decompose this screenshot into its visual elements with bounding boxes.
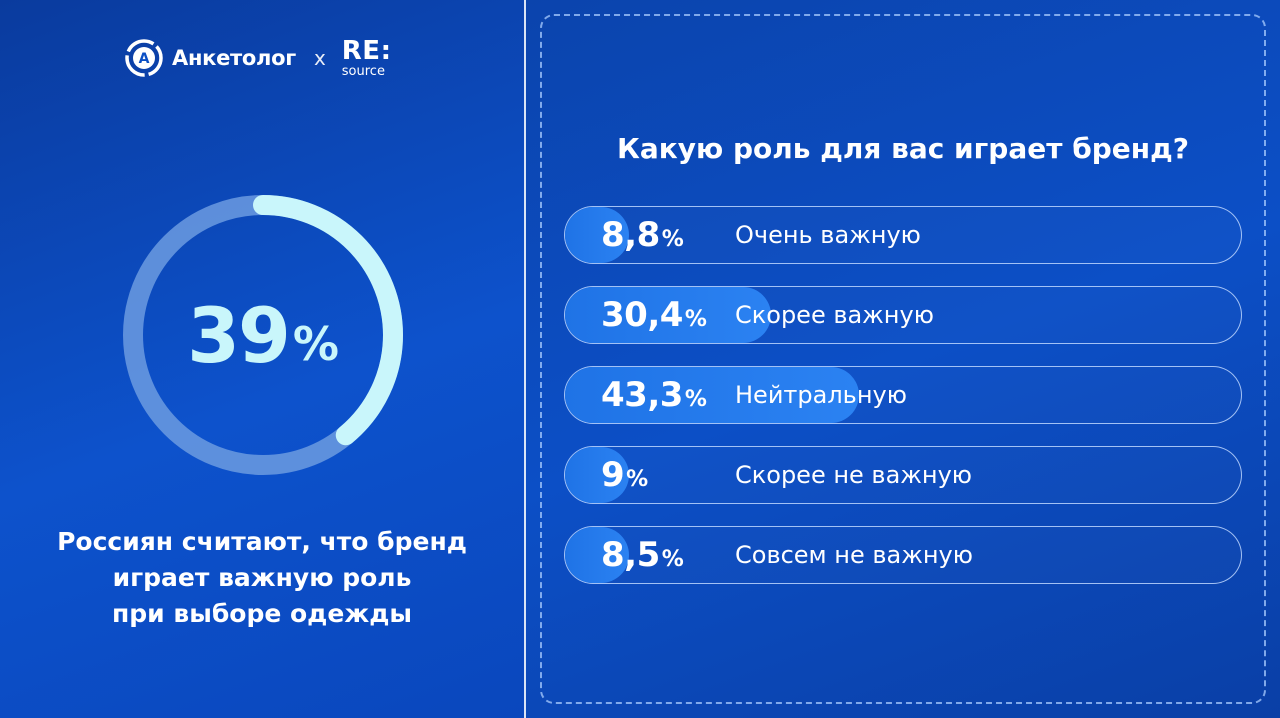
chart-title: Какую роль для вас играет бренд?	[617, 132, 1189, 165]
brand-separator: x	[313, 46, 326, 70]
bar-row: 30,4% Скорее важную	[564, 286, 1242, 344]
bar-value-percent-sign: %	[661, 226, 684, 252]
bar-category-label: Совсем не важную	[735, 541, 973, 569]
left-panel	[0, 0, 524, 718]
bar-value-number: 30,4	[601, 295, 683, 335]
bar-value-label: 43,3%	[601, 367, 707, 423]
bar-value-label: 30,4%	[601, 287, 707, 343]
caption-line: играет важную роль	[112, 563, 412, 592]
svg-text:A: A	[139, 51, 150, 67]
bar-value-percent-sign: %	[684, 386, 707, 412]
resource-logo: RE: source	[342, 38, 392, 78]
bar-fill	[565, 207, 629, 263]
bar-category-label: Скорее не важную	[735, 461, 972, 489]
bar-category-label: Скорее важную	[735, 301, 934, 329]
brand-name: Анкетолог	[172, 46, 296, 70]
bar-value-number: 43,3	[601, 375, 683, 415]
bar-fill	[565, 447, 629, 503]
caption-line: при выборе одежды	[112, 599, 412, 628]
bar-value-number: 9	[601, 455, 625, 495]
bar-value-number: 8,5	[601, 535, 660, 575]
donut-value: 39 %	[114, 186, 412, 484]
bar-value-percent-sign: %	[684, 306, 707, 332]
donut-arc	[123, 195, 403, 475]
panel-divider	[524, 0, 526, 718]
brand-row: A Анкетолог x RE: source	[124, 38, 391, 78]
bar-category-label: Очень важную	[735, 221, 921, 249]
bar-value-percent-sign: %	[626, 466, 649, 492]
anketolog-logo-icon: A	[125, 39, 163, 77]
bar-row: 9% Скорее не важную	[564, 446, 1242, 504]
bar-row: 8,8% Очень важную	[564, 206, 1242, 264]
resource-logo-bottom: source	[341, 64, 385, 79]
donut-percent-sign: %	[292, 317, 339, 371]
bar-row: 43,3% Нейтральную	[564, 366, 1242, 424]
bar-value-label: 9%	[601, 447, 648, 503]
bar-value-percent-sign: %	[661, 546, 684, 572]
summary-caption: Россиян считают, что бренд играет важную…	[22, 524, 502, 632]
bar-list: 8,8% Очень важную 30,4% Скорее важную 43,3% Н…	[564, 206, 1242, 606]
bar-value-label: 8,5%	[601, 527, 684, 583]
right-panel	[526, 0, 1280, 718]
bar-value-number: 8,8	[601, 215, 660, 255]
bar-fill	[565, 367, 859, 423]
bar-fill	[565, 527, 629, 583]
dashed-frame	[540, 14, 1266, 704]
resource-logo-top: RE:	[341, 36, 392, 66]
bar-category-label: Нейтральную	[735, 381, 907, 409]
donut-number: 39	[187, 290, 291, 380]
bar-row: 8,5% Совсем не важную	[564, 526, 1242, 584]
bar-fill	[565, 287, 772, 343]
bar-value-label: 8,8%	[601, 207, 684, 263]
caption-line: Россиян считают, что бренд	[57, 527, 467, 556]
summary-donut	[123, 195, 403, 475]
